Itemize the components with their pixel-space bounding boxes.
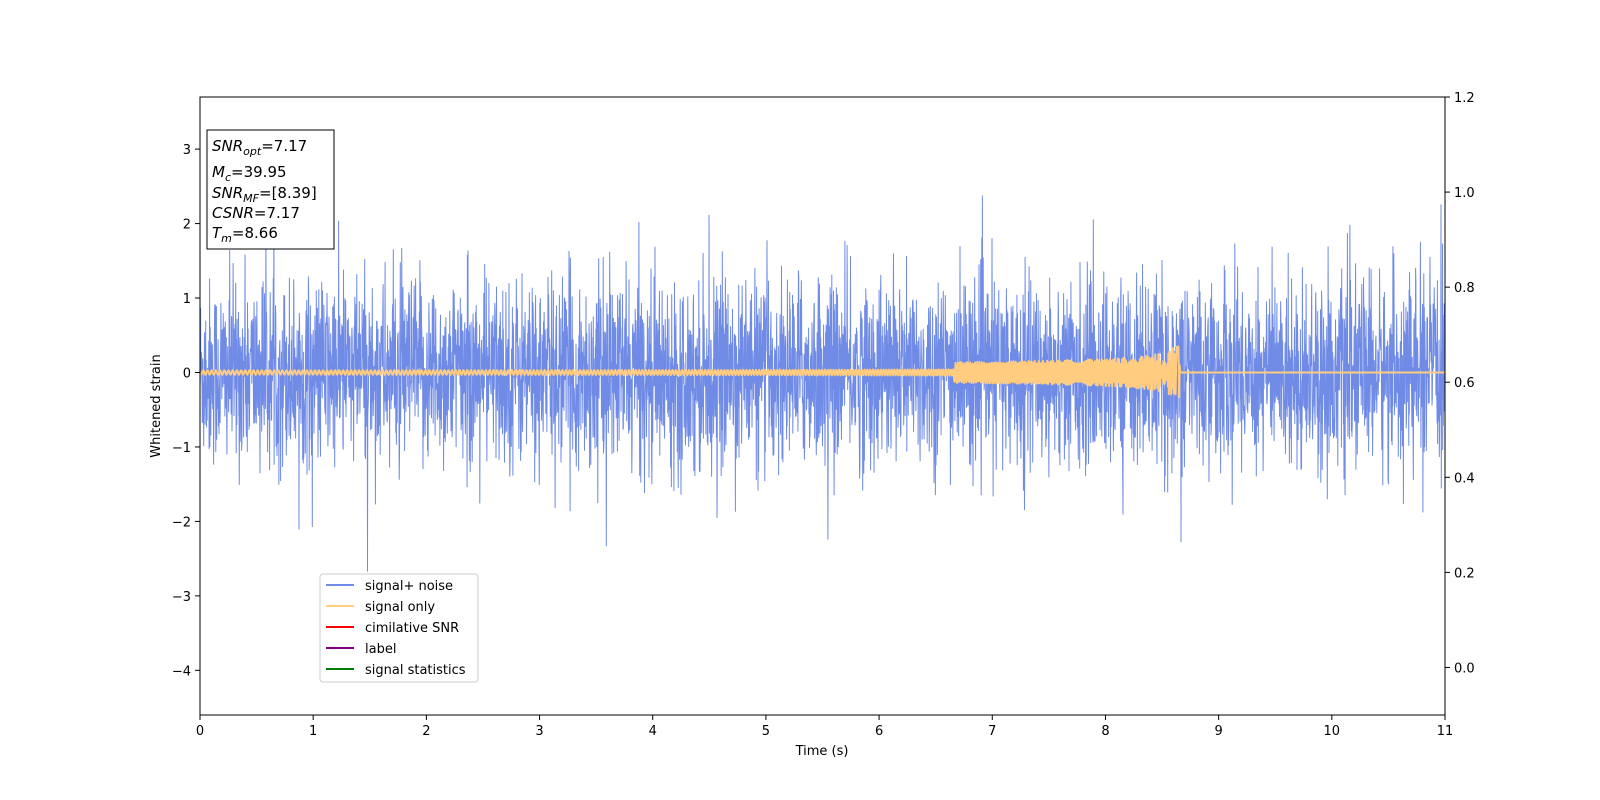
y-right-tick-label: 1.0 — [1454, 186, 1475, 201]
series-signal-noise — [200, 195, 1445, 572]
x-tick-label: 10 — [1324, 724, 1341, 739]
x-axis-label: Time (s) — [795, 744, 849, 759]
y-left-tick-label: −3 — [172, 590, 191, 605]
x-axis: 0 1 2 3 4 5 6 7 8 9 10 11 — [196, 715, 1453, 739]
y-left-tick-label: −2 — [172, 515, 191, 530]
info-box: SNRopt=7.17 Mc=39.95 SNRMF=[8.39] CSNR=7… — [206, 129, 335, 250]
series-signal-only — [200, 345, 1445, 399]
y-right-tick-label: 0.0 — [1454, 661, 1475, 676]
info-mc: Mc=39.95 — [212, 163, 287, 184]
y-left-tick-label: −1 — [172, 441, 191, 456]
y-left-tick-label: 3 — [183, 143, 191, 158]
x-tick-label: 3 — [535, 724, 543, 739]
info-csnr: CSNR=7.17 — [212, 204, 300, 222]
x-tick-label: 11 — [1437, 724, 1454, 739]
legend-label: signal statistics — [365, 663, 466, 678]
info-snr-mf: SNRMF=[8.39] — [212, 184, 317, 205]
y-axis-label: Whitened strain — [149, 354, 164, 457]
y-left-tick-label: 2 — [183, 218, 191, 233]
y-left-tick-label: 0 — [183, 366, 191, 381]
y-right-tick-label: 1.2 — [1454, 91, 1475, 106]
x-tick-label: 5 — [762, 724, 770, 739]
x-tick-label: 2 — [422, 724, 430, 739]
y-right-tick-label: 0.2 — [1454, 566, 1475, 581]
y-axis-right: 1.2 1.0 0.8 0.6 0.4 0.2 0.0 — [1445, 91, 1475, 676]
x-tick-label: 8 — [1101, 724, 1109, 739]
x-tick-label: 9 — [1214, 724, 1222, 739]
info-snr-opt: SNRopt=7.17 — [212, 137, 307, 158]
y-right-tick-label: 0.6 — [1454, 376, 1475, 391]
y-left-tick-label: 1 — [183, 292, 191, 307]
x-tick-label: 1 — [309, 724, 317, 739]
legend-label: cimilative SNR — [365, 621, 459, 636]
series-layer — [200, 195, 1445, 572]
x-tick-label: 6 — [875, 724, 883, 739]
legend-label: signal+ noise — [365, 579, 453, 594]
x-tick-label: 0 — [196, 724, 204, 739]
legend-label: label — [365, 642, 396, 657]
legend-label: signal only — [365, 600, 435, 615]
legend: signal+ noise signal only cimilative SNR la… — [319, 573, 479, 683]
y-right-tick-label: 0.4 — [1454, 471, 1475, 486]
x-tick-label: 4 — [649, 724, 657, 739]
y-axis-left: 3 2 1 0 −1 −2 −3 −4 — [172, 143, 200, 679]
info-box-frame — [206, 129, 335, 250]
x-tick-label: 7 — [988, 724, 996, 739]
y-right-tick-label: 0.8 — [1454, 281, 1475, 296]
y-left-tick-label: −4 — [172, 664, 191, 679]
info-tm: Tm=8.66 — [212, 224, 278, 245]
legend-frame — [319, 573, 479, 683]
plot-frame — [199, 96, 1446, 716]
